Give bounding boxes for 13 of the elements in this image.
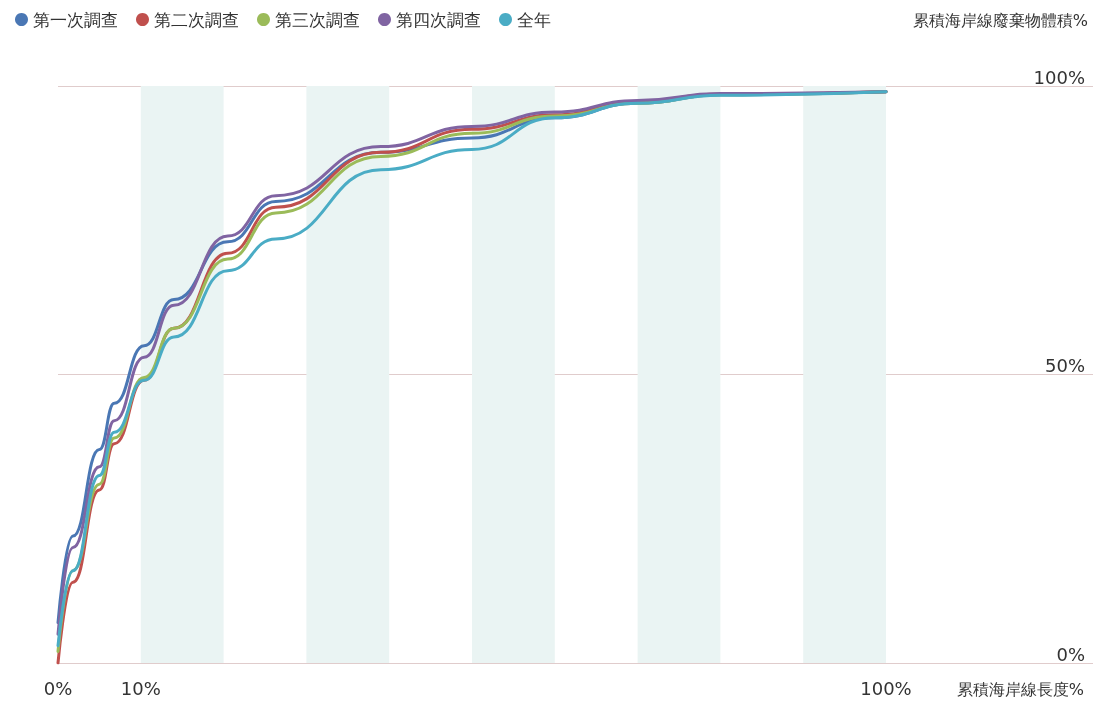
legend-label: 第三次調查 bbox=[275, 9, 360, 30]
y-tick-label: 100% bbox=[1033, 66, 1085, 88]
x-tick-label: 10% bbox=[120, 677, 161, 699]
x-tick-label: 0% bbox=[43, 677, 73, 699]
legend-label: 第四次調查 bbox=[396, 9, 481, 30]
x-axis-title: 累積海岸線長度% bbox=[956, 679, 1084, 699]
y-tick-label: 0% bbox=[1056, 643, 1085, 665]
legend-label: 第一次調查 bbox=[33, 9, 118, 30]
y-tick-label: 50% bbox=[1044, 355, 1085, 376]
legend-label: 第二次調查 bbox=[154, 9, 239, 30]
legend-label: 全年 bbox=[517, 9, 551, 30]
x-tick-label: 100% bbox=[860, 677, 912, 699]
y-axis-title: 累積海岸線廢棄物體積% bbox=[912, 10, 1088, 30]
